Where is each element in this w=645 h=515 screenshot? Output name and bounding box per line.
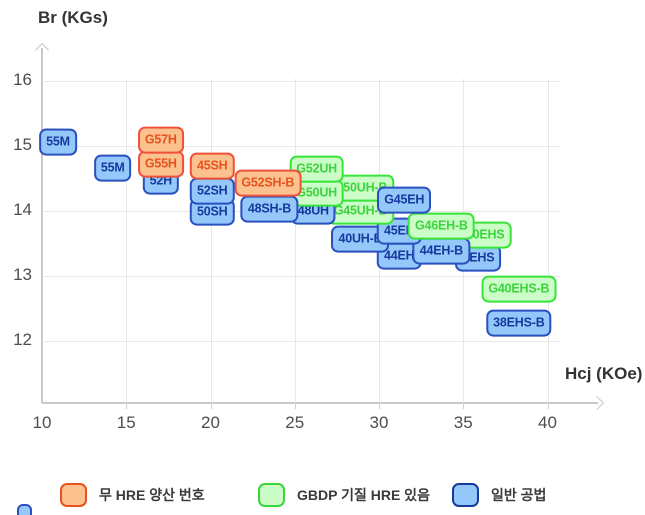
legend-item-normal: 일반 공법 [452,483,546,507]
grade-box-g57h: G57H [137,126,184,154]
legend-label: 일반 공법 [491,487,547,503]
grade-box-g55h: G55H [137,150,184,178]
grade-box-48sh-b: 48SH-B [240,195,299,223]
x-tick-label: 10 [32,413,52,432]
v-gridline [126,79,128,403]
y-tick-label: 13 [13,265,32,284]
grade-box-g52sh-b: G52SH-B [234,169,302,197]
legend-swatch-orange [60,483,87,507]
grade-box-g40ehs-b: G40EHS-B [481,275,557,303]
y-tick-label: 16 [13,70,32,89]
x-tick-label: 20 [201,413,220,432]
grade-box-44eh-b: 44EH-B [412,237,470,265]
grade-box-38ehs-b: 38EHS-B [486,309,552,337]
x-axis-title: Hcj (KOe) [565,364,643,383]
grade-box-45eh: 45EH [376,217,422,245]
legend-item-gbdp: GBDP 기질 HRE 있음 [258,483,430,507]
x-tick-mark [463,403,465,409]
y-tick-label: 12 [13,330,32,349]
x-tick-mark [547,403,549,409]
x-tick-label: 25 [285,413,305,432]
x-tick-mark [126,403,128,409]
h-gridline [42,146,560,147]
x-tick-mark [210,403,212,409]
legend: 무 HRE 양산 번호 GBDP 기질 HRE 있음 일반 공법 [0,483,645,509]
x-tick-label: 15 [116,413,136,432]
v-gridline [547,79,549,403]
legend-label: GBDP 기질 HRE 있음 [297,487,430,503]
x-tick-mark [379,403,380,409]
x-axis-arrow-icon [589,395,605,411]
grade-box-g52uh: G52UH [289,155,344,183]
grade-box-g45eh: G45EH [377,186,432,214]
legend-item-no-hre: 무 HRE 양산 번호 [60,483,205,507]
x-tick-label: 40 [538,413,557,432]
grade-box-55m: 55M [93,154,132,182]
grade-box-45sh: 45SH [189,152,235,180]
legend-label: 무 HRE 양산 번호 [99,487,205,503]
y-axis-arrow-icon [34,42,50,58]
legend-swatch-blue [452,483,479,507]
h-gridline [42,81,560,82]
y-tick-label: 15 [13,135,32,154]
v-gridline [294,79,296,403]
x-tick-label: 30 [369,413,389,432]
x-axis-line [42,402,598,404]
x-tick-label: 35 [453,413,473,432]
grade-box-55m: 55M [39,128,77,156]
clipped-blue-box [17,504,32,515]
x-tick-mark [294,403,296,409]
y-axis-title: Br (KGs) [38,8,108,27]
grade-box-g46eh-b: G46EH-B [407,212,475,240]
h-gridline [42,341,560,342]
y-axis-line [41,48,43,403]
legend-swatch-green [258,483,285,507]
h-gridline [42,276,560,277]
grade-box-52sh: 52SH [189,177,235,205]
v-gridline [210,79,212,403]
y-tick-label: 14 [13,200,32,219]
